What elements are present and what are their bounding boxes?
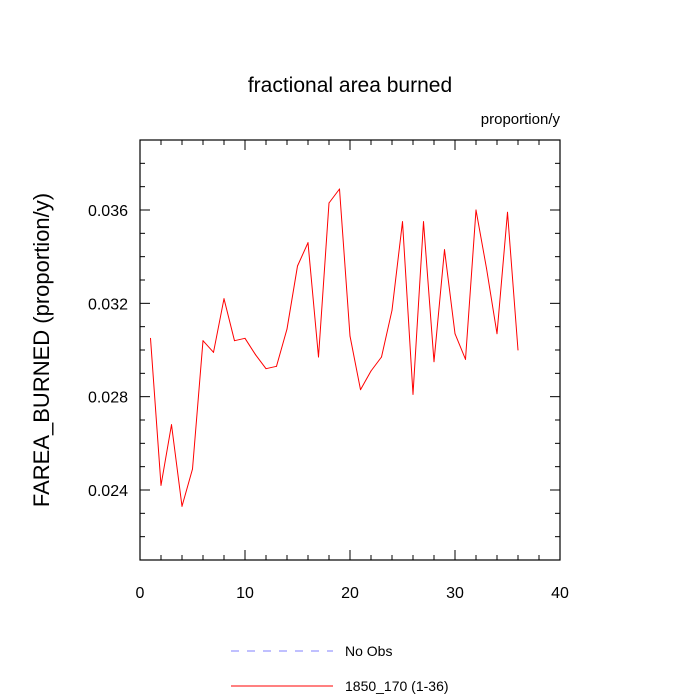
legend-label: 1850_170 (1-36) (345, 678, 449, 694)
units-label: proportion/y (481, 111, 561, 128)
data-point (223, 298, 225, 300)
data-point (192, 468, 193, 470)
data-point (150, 337, 151, 339)
data-point (454, 333, 456, 335)
data-point (465, 358, 466, 360)
data-point (339, 188, 340, 190)
data-point (381, 356, 382, 358)
data-point (213, 351, 214, 353)
data-point (328, 202, 330, 204)
y-axis-label: FAREA_BURNED (proportion/y) (29, 193, 54, 507)
data-point (255, 354, 256, 356)
data-point (423, 221, 424, 223)
data-point (160, 484, 162, 486)
x-tick-label: 30 (446, 585, 464, 602)
data-point (444, 249, 445, 251)
data-point (171, 424, 172, 426)
x-tick-label: 10 (236, 585, 254, 602)
data-point (402, 221, 403, 223)
data-point (307, 242, 309, 244)
legend: No Obs 1850_170 (1-36) (231, 643, 449, 694)
data-point (297, 265, 298, 267)
data-point (433, 361, 435, 363)
data-point (507, 211, 508, 213)
y-tick-label: 0.024 (88, 483, 128, 500)
data-point (517, 349, 519, 351)
legend-label: No Obs (345, 643, 392, 659)
data-point (475, 209, 477, 211)
y-tick-label: 0.028 (88, 390, 128, 407)
data-point (265, 368, 267, 370)
plot-frame (139, 139, 561, 561)
x-tick-label: 0 (136, 585, 145, 602)
data-point (276, 365, 277, 367)
data-point (318, 356, 319, 358)
x-tick-label: 40 (551, 585, 569, 602)
data-point (234, 340, 235, 342)
series-line (150, 188, 519, 507)
data-point (202, 340, 204, 342)
y-tick-label: 0.032 (88, 296, 128, 313)
data-point (370, 370, 372, 372)
data-point (181, 505, 183, 507)
data-point (360, 389, 361, 391)
data-point (244, 337, 246, 339)
axis-ticks: 0 10 20 30 40 0.024 0.028 0.032 0.036 (88, 139, 569, 602)
data-point (286, 328, 288, 330)
data-point (349, 335, 351, 337)
y-tick-label: 0.036 (88, 203, 128, 220)
data-point (391, 309, 393, 311)
chart-title: fractional area burned (248, 74, 452, 97)
data-point (486, 267, 487, 269)
data-point (496, 333, 498, 335)
data-point (412, 393, 414, 395)
series-lines (150, 188, 519, 507)
x-tick-label: 20 (341, 585, 359, 602)
